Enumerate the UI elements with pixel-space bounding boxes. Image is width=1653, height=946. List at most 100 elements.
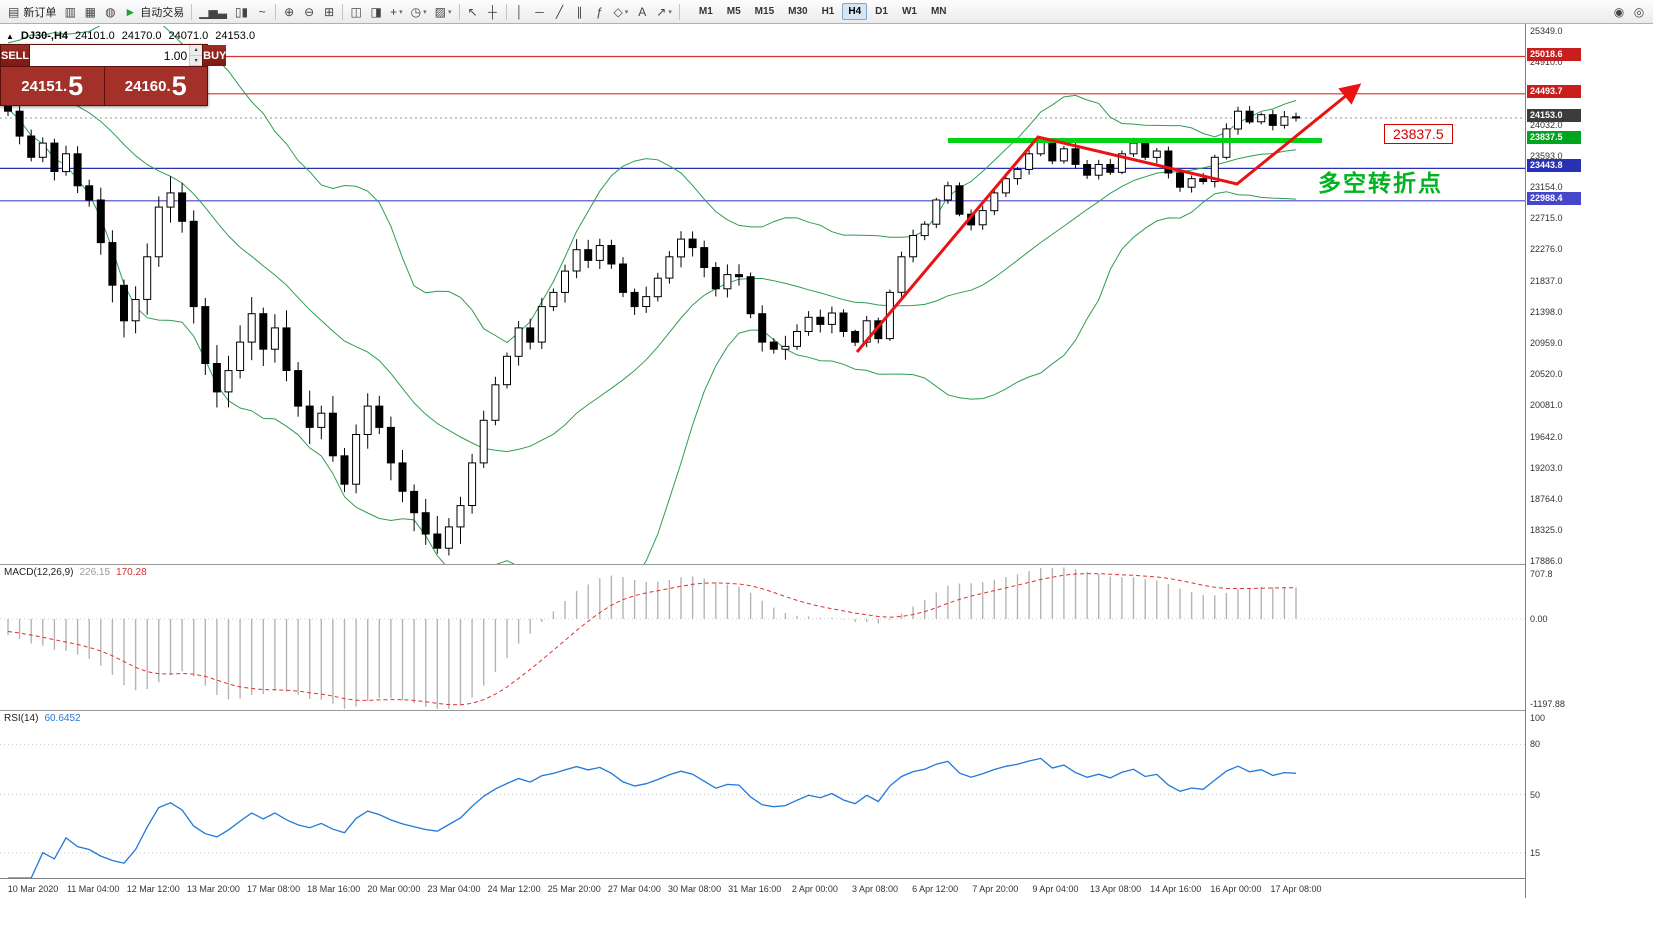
macd-signal-value: 170.28 xyxy=(116,567,147,578)
time-axis[interactable]: 10 Mar 2020 11 Mar 04:00 12 Mar 12:00 13 Ma… xyxy=(0,878,1526,898)
price-level-badge: 23837.5 xyxy=(1527,131,1581,145)
line-chart-icon: ~ xyxy=(258,4,266,19)
cascade-windows-button[interactable]: ◫ xyxy=(346,2,366,22)
volume-decrement-button[interactable]: ▾ xyxy=(190,55,203,66)
zoom-in-icon: ⊕ xyxy=(284,4,295,19)
price-scale-label: 22715.0 xyxy=(1530,213,1563,224)
channel-button[interactable]: ∥ xyxy=(570,2,590,22)
volume-field: ▴ ▾ xyxy=(30,45,203,66)
price-scale-label: 25349.0 xyxy=(1530,26,1563,37)
price-scale-label: 18764.0 xyxy=(1530,494,1563,505)
horizontal-line-button[interactable]: ─ xyxy=(530,2,550,22)
sell-button[interactable]: SELL xyxy=(1,45,31,66)
zoom-out-button[interactable]: ⊖ xyxy=(299,2,319,22)
shapes-button[interactable]: ◇ ▾ xyxy=(610,2,633,22)
time-axis-label: 24 Mar 12:00 xyxy=(487,884,541,894)
rsi-indicator-label: RSI(14) 60.6452 xyxy=(4,713,81,724)
timeframe-h1-button[interactable]: H1 xyxy=(821,6,835,17)
tile-windows-button[interactable]: ⊞ xyxy=(319,2,339,22)
trendline-button[interactable]: ╱ xyxy=(550,2,570,22)
buy-price[interactable]: 24160. 5 xyxy=(104,67,207,105)
market-watch-button[interactable]: ▥ xyxy=(60,2,80,22)
macd-pane-canvas[interactable] xyxy=(0,565,1525,710)
arrange-windows-button[interactable]: ◨ xyxy=(366,2,386,22)
pane-divider[interactable] xyxy=(0,710,1526,711)
ohlc-high: 24170.0 xyxy=(121,30,162,42)
rsi-scale-label: 100 xyxy=(1530,713,1546,723)
quick-search-button[interactable]: ◉ xyxy=(1609,2,1629,22)
timeframe-d1-button[interactable]: D1 xyxy=(875,6,888,17)
timeframe-h4-button[interactable]: H4 xyxy=(842,3,868,20)
tile-windows-icon: ⊞ xyxy=(324,4,335,19)
timeframe-m5-button[interactable]: M5 xyxy=(726,6,741,17)
autotrading-button[interactable]: ► 自动交易 xyxy=(120,2,188,22)
one-click-toggle[interactable]: ▲ xyxy=(6,31,14,41)
bar-chart-button[interactable]: ▁▅▃ xyxy=(195,2,231,22)
chart-window: ▲ DJ30-,H4 24101.0 24170.0 24071.0 24153… xyxy=(0,24,1653,946)
price-level-badge: 25018.6 xyxy=(1527,47,1581,61)
volume-increment-button[interactable]: ▴ xyxy=(190,45,203,56)
price-scale-label: 19203.0 xyxy=(1530,462,1563,473)
time-axis-label: 20 Mar 00:00 xyxy=(367,884,421,894)
new-order-icon: ▤ xyxy=(8,4,20,19)
line-chart-button[interactable]: ~ xyxy=(252,2,272,22)
vertical-line-icon: │ xyxy=(515,4,524,19)
timeframe-m30-button[interactable]: M30 xyxy=(788,6,808,17)
turning-point-annotation[interactable]: 多空转折点 xyxy=(1318,170,1443,196)
data-window-button[interactable]: ▦ xyxy=(80,2,100,22)
crosshair-button[interactable]: ┼ xyxy=(483,2,503,22)
horizontal-line-icon: ─ xyxy=(535,4,544,19)
buy-button[interactable]: BUY xyxy=(202,45,227,66)
bar-chart-icon: ▁▅▃ xyxy=(199,4,227,19)
toolbar-separator xyxy=(458,3,460,20)
sell-price[interactable]: 24151. 5 xyxy=(1,67,105,105)
time-axis-label: 31 Mar 16:00 xyxy=(728,884,782,894)
price-scale-label: 23154.0 xyxy=(1530,182,1563,193)
channel-icon: ∥ xyxy=(576,4,583,19)
market-watch-icon: ▥ xyxy=(64,4,77,19)
candlestick-chart-button[interactable]: ▯▮ xyxy=(231,2,252,22)
volume-stepper: ▴ ▾ xyxy=(189,45,203,66)
periods-button[interactable]: ◷ ▾ xyxy=(407,2,431,22)
text-button[interactable]: A xyxy=(632,2,652,22)
timeframe-w1-button[interactable]: W1 xyxy=(901,6,917,17)
arrows-button[interactable]: ↗ ▾ xyxy=(652,2,676,22)
pane-divider[interactable] xyxy=(0,564,1526,565)
cursor-button[interactable]: ↖ xyxy=(463,2,483,22)
vertical-line-button[interactable]: │ xyxy=(510,2,530,22)
rsi-pane-canvas[interactable] xyxy=(0,711,1525,878)
navigator-button[interactable]: ◍ xyxy=(100,2,120,22)
volume-input[interactable] xyxy=(30,45,190,66)
time-axis-label: 11 Mar 04:00 xyxy=(66,884,120,894)
fibonacci-button[interactable]: ƒ xyxy=(590,2,610,22)
timeframe-m15-button[interactable]: M15 xyxy=(754,6,775,17)
help-button[interactable]: ◎ xyxy=(1629,2,1649,22)
price-scale-label: 20081.0 xyxy=(1530,400,1563,411)
time-axis-label: 17 Apr 08:00 xyxy=(1270,884,1322,894)
new-order-button[interactable]: ▤ 新订单 xyxy=(4,2,60,22)
price-scale-label: 22276.0 xyxy=(1530,244,1563,255)
cursor-icon: ↖ xyxy=(467,4,478,19)
timeframe-mn-button[interactable]: MN xyxy=(930,6,947,17)
zoom-in-button[interactable]: ⊕ xyxy=(279,2,299,22)
autotrading-button-label: 自动交易 xyxy=(140,6,185,19)
price-scale-label: 23593.0 xyxy=(1530,150,1563,161)
templates-button[interactable]: ▨ ▾ xyxy=(431,2,456,22)
time-axis-label: 3 Apr 08:00 xyxy=(851,884,899,894)
indicators-button[interactable]: + ▾ xyxy=(386,2,407,22)
symbol-title: DJ30-,H4 xyxy=(20,30,68,42)
magnifier-icon: ◉ xyxy=(1613,4,1625,19)
price-axis[interactable]: 25349.024910.024471.024032.023593.023154… xyxy=(1525,24,1597,898)
data-window-icon: ▦ xyxy=(84,4,97,19)
timeframe-m1-button[interactable]: M1 xyxy=(698,6,713,17)
price-scale-label: 24032.0 xyxy=(1530,119,1563,130)
time-axis-label: 7 Apr 20:00 xyxy=(972,884,1019,894)
main-chart-canvas[interactable] xyxy=(0,26,1525,564)
clock-icon: ◷ xyxy=(410,4,422,19)
macd-main-value: 226.15 xyxy=(79,567,111,578)
zoom-out-icon: ⊖ xyxy=(304,4,315,19)
price-annotation-label[interactable]: 23837.5 xyxy=(1384,124,1453,144)
toolbar-separator xyxy=(678,3,680,20)
price-level-badge: 24153.0 xyxy=(1527,109,1581,123)
